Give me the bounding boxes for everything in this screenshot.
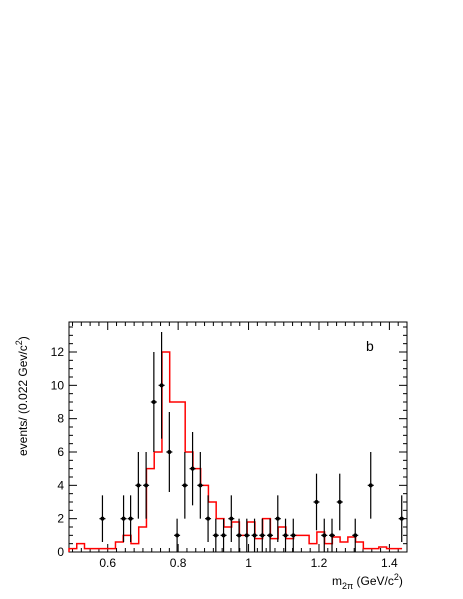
y-axis-title-main: events/ (0.022 Gev/c xyxy=(16,345,30,456)
y-axis-title-close: ) xyxy=(16,336,30,340)
data-point xyxy=(151,400,156,404)
y-tick-label: 8 xyxy=(57,412,64,426)
data-point xyxy=(244,533,249,538)
data-point xyxy=(229,516,234,521)
data-point xyxy=(167,450,172,454)
x-tick-label: 1.2 xyxy=(311,556,328,570)
data-point xyxy=(368,483,373,488)
x-axis-ticks: 0.6 0.8 1 1.2 1.4 xyxy=(72,322,399,570)
data-point xyxy=(283,533,288,538)
data-point xyxy=(213,533,218,538)
data-point xyxy=(252,533,257,538)
plot-frame xyxy=(68,321,408,553)
y-tick-label: 4 xyxy=(57,478,64,492)
y-tick-label: 0 xyxy=(57,545,64,559)
data-point xyxy=(291,533,296,538)
data-point xyxy=(144,483,149,488)
data-point xyxy=(190,466,195,471)
data-point xyxy=(237,533,242,538)
data-point xyxy=(182,483,187,488)
data-point xyxy=(268,533,273,538)
y-axis-title-sup: 2 xyxy=(14,340,24,345)
panel-label: b xyxy=(366,338,374,354)
data-point xyxy=(206,516,211,521)
data-point xyxy=(330,533,335,538)
y-tick-label: 6 xyxy=(57,445,64,459)
data-point xyxy=(275,516,280,521)
y-tick-label: 12 xyxy=(51,345,65,359)
data-points xyxy=(99,332,405,552)
data-point xyxy=(260,533,265,538)
x-tick-label: 0.6 xyxy=(99,556,116,570)
y-tick-label: 2 xyxy=(57,512,64,526)
data-point xyxy=(322,533,327,538)
x-tick-label: 0.8 xyxy=(170,556,187,570)
data-point xyxy=(175,533,180,538)
data-point xyxy=(353,533,358,538)
y-tick-label: 10 xyxy=(51,378,65,392)
x-axis-title: m2π (GeV/c2) xyxy=(332,572,403,591)
data-point xyxy=(198,483,203,488)
data-point xyxy=(337,500,342,504)
fit-histogram xyxy=(68,351,403,552)
data-point xyxy=(121,516,126,521)
data-point xyxy=(314,500,319,504)
fit-step-line xyxy=(68,351,403,552)
x-axis-title-unit: (GeV/c xyxy=(353,574,394,588)
data-point xyxy=(221,533,226,538)
data-point xyxy=(159,383,164,388)
data-point xyxy=(399,516,404,521)
y-axis-title: events/ (0.022 Gev/c2) xyxy=(14,336,30,456)
data-point xyxy=(136,483,141,488)
x-tick-label: 1 xyxy=(245,556,252,570)
x-axis-title-main: m xyxy=(332,574,342,588)
x-axis-title-sup: 2 xyxy=(394,572,399,582)
x-axis-title-close: ) xyxy=(399,574,403,588)
data-point xyxy=(128,516,133,521)
y-axis-ticks: 0 2 4 6 8 10 12 xyxy=(51,326,407,559)
data-point xyxy=(100,516,105,521)
x-axis-title-sub: 2π xyxy=(342,581,353,591)
x-tick-label: 1.4 xyxy=(381,556,398,570)
